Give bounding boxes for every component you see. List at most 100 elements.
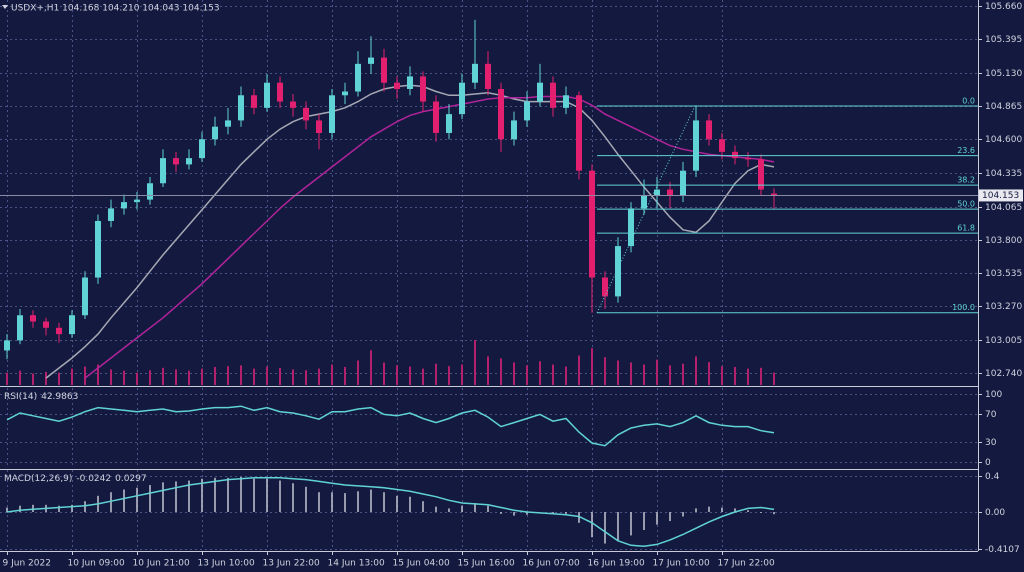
candle-body: [550, 82, 556, 108]
volume-bar: [396, 365, 398, 385]
candle-body: [641, 195, 647, 209]
rsi-header: RSI(14) 42.9863: [4, 392, 78, 402]
volume-bar: [513, 362, 515, 385]
volume-bar: [45, 371, 47, 385]
x-tick-label: 14 Jun 13:00: [328, 559, 385, 569]
x-tick-label: 13 Jun 10:00: [198, 559, 255, 569]
y-tick-label: 102.740: [985, 369, 1022, 379]
menu-arrow[interactable]: [2, 5, 8, 9]
volume-bar: [578, 355, 580, 385]
candle-body: [758, 159, 764, 190]
candle-body: [706, 120, 712, 140]
candle-body: [420, 76, 426, 102]
candle-body: [524, 101, 530, 121]
volume-bar: [201, 368, 203, 385]
macd-signal: [6, 477, 775, 547]
y-tick-label: 104.865: [985, 102, 1022, 112]
mark-layer: 0.0 23.6 38.2 50.0 61.8 100.0: [0, 19, 978, 547]
volume-bar: [708, 362, 710, 385]
candle-body: [238, 95, 244, 121]
volume-bar: [539, 361, 541, 385]
macd-signal-value: 0.0297: [115, 474, 147, 484]
candle-body: [719, 139, 725, 152]
y-tick-label: 0: [985, 458, 991, 468]
x-tick-label: 16 Jun 19:00: [588, 559, 645, 569]
candle-body: [303, 107, 309, 121]
volume-bar: [32, 373, 34, 385]
macd-value: -0.0242: [76, 474, 111, 484]
volume-bar: [227, 366, 229, 385]
volume-bar: [760, 367, 762, 385]
volume-bar: [526, 365, 528, 385]
volume-bar: [656, 359, 658, 385]
candle-body: [342, 91, 348, 96]
volume-bar: [357, 360, 359, 385]
volume-bar: [19, 370, 21, 385]
volume-bar: [240, 365, 242, 385]
macd-name: MACD(12,26,9): [4, 474, 72, 484]
candle-body: [264, 82, 270, 108]
volume-bar: [188, 370, 190, 385]
volume-bar: [162, 367, 164, 385]
y-tick-label: 103.800: [985, 236, 1022, 246]
volume-bar: [383, 362, 385, 385]
candle-body: [160, 158, 166, 184]
x-tick-label: 10 Jun 21:00: [133, 559, 190, 569]
candle-body: [199, 139, 205, 159]
candle-body: [602, 277, 608, 297]
fib-label: 23.6: [957, 146, 975, 155]
volume-bar: [604, 357, 606, 385]
volume-bar: [591, 348, 593, 385]
volume-bar: [318, 368, 320, 385]
candle-body: [4, 340, 10, 351]
candle-body: [433, 101, 439, 133]
volume-bar: [331, 364, 333, 385]
candle-body: [693, 120, 699, 171]
volume-bar: [110, 369, 112, 385]
y-tick-label: 104.600: [985, 135, 1022, 145]
volume-bar: [630, 362, 632, 385]
x-tick-label: 15 Jun 04:00: [393, 559, 450, 569]
candle-body: [56, 327, 62, 335]
fib-label: 50.0: [957, 200, 975, 209]
volume-bar: [773, 372, 775, 385]
volume-bar: [669, 365, 671, 385]
rsi-line: [6, 405, 775, 447]
candle-body: [108, 208, 114, 221]
volume-bar: [448, 366, 450, 385]
y-tick-label: 103.535: [985, 269, 1022, 279]
candle-body: [680, 170, 686, 196]
candle-body: [485, 63, 491, 89]
candle-body: [277, 82, 283, 102]
volume-bar: [97, 364, 99, 385]
y-tick-label: 70: [985, 410, 997, 420]
candle-body: [147, 183, 153, 200]
candle-body: [628, 208, 634, 247]
candle-body: [394, 82, 400, 89]
candle-body: [563, 95, 569, 108]
candle-body: [30, 315, 36, 322]
chart-header: USDX+,H1 104.168 104.210 104.043 104.153: [11, 4, 220, 14]
candle-body: [446, 114, 452, 133]
y-tick-label: 100: [985, 390, 1002, 400]
candle-body: [511, 120, 517, 140]
candle-body: [355, 63, 361, 92]
candle-body: [576, 95, 582, 171]
volume-bar: [487, 356, 489, 385]
candle-body: [472, 63, 478, 83]
candle-body: [43, 321, 49, 328]
candle-body: [459, 82, 465, 115]
price-box: [979, 189, 1023, 202]
x-tick-label: 17 Jun 22:00: [718, 559, 775, 569]
candle-body: [186, 158, 192, 165]
x-tick-label: 16 Jun 07:00: [523, 559, 580, 569]
candle-body: [329, 95, 335, 133]
volume-bar: [6, 372, 8, 385]
volume-bar: [617, 360, 619, 385]
candle-body: [17, 315, 23, 341]
candle-body: [537, 82, 543, 102]
y-tick-label: 0.00: [985, 508, 1005, 518]
volume-bar: [71, 368, 73, 385]
